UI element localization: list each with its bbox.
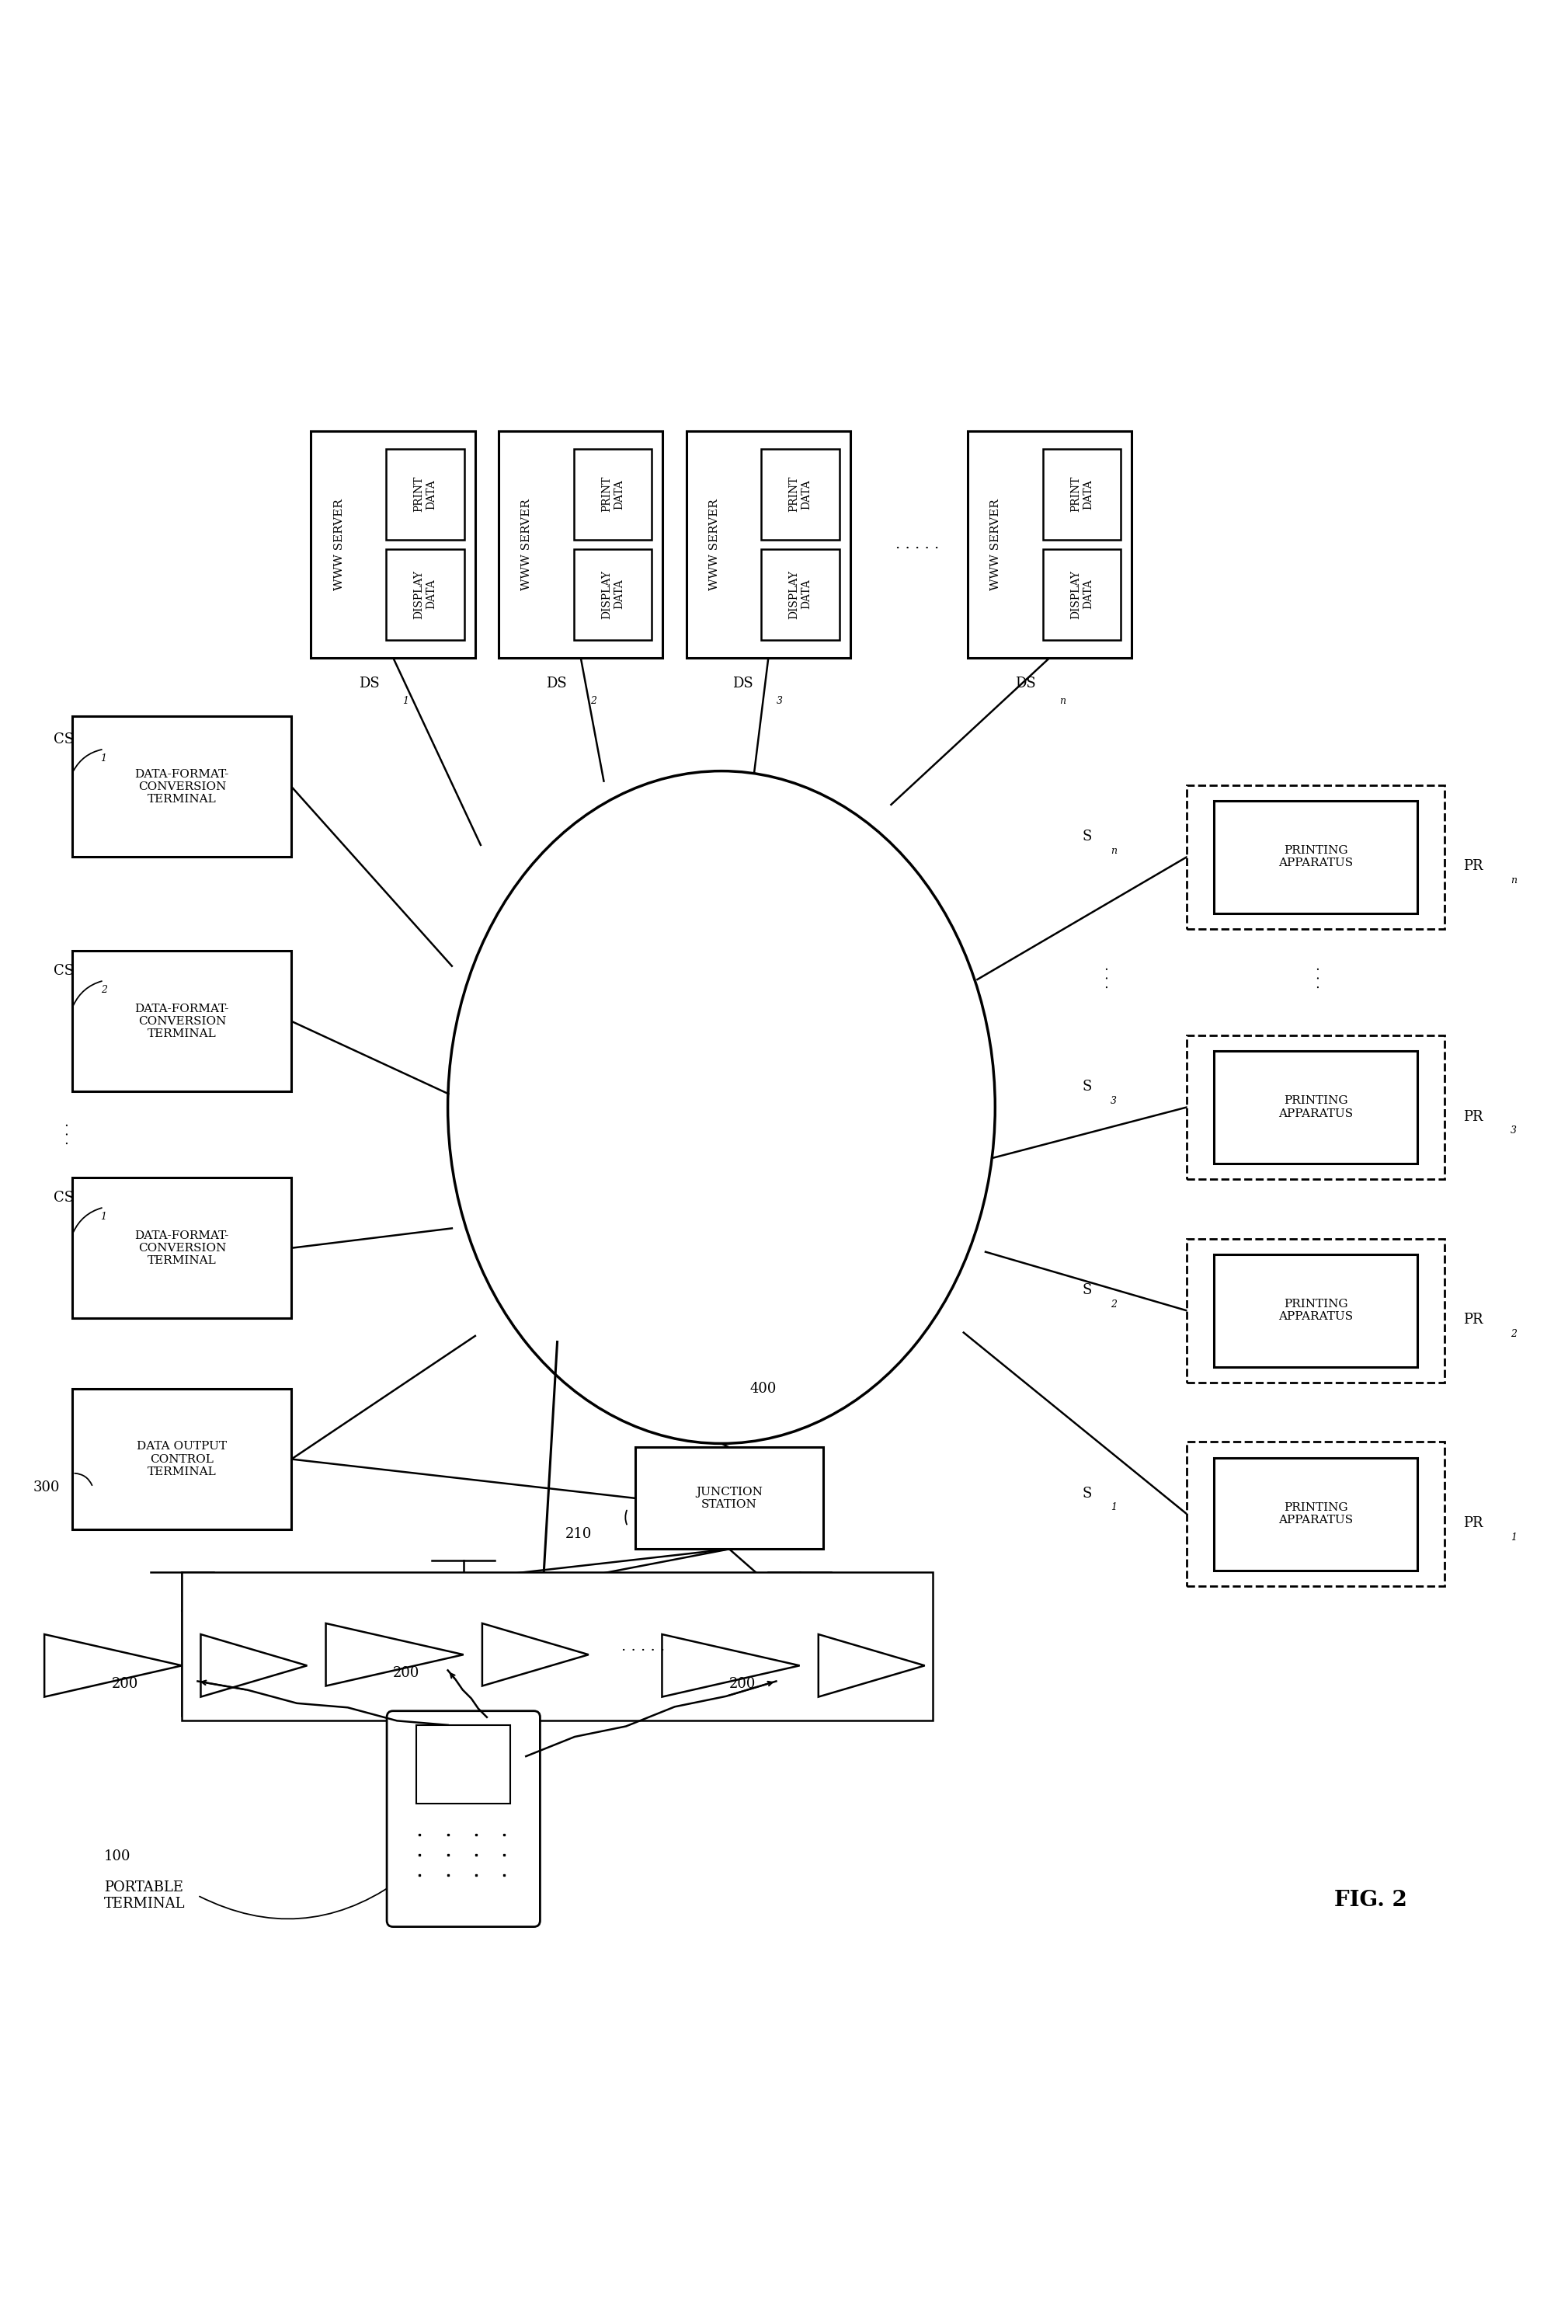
Bar	[72, 951, 292, 1092]
Text: PR: PR	[1463, 1109, 1483, 1122]
Text: WWW SERVER: WWW SERVER	[521, 497, 532, 590]
Text: S: S	[1082, 830, 1091, 844]
Text: WWW SERVER: WWW SERVER	[709, 497, 720, 590]
Text: PRINTING
APPARATUS: PRINTING APPARATUS	[1278, 1501, 1353, 1525]
Text: DS: DS	[1016, 676, 1036, 690]
Text: PRINTING
APPARATUS: PRINTING APPARATUS	[1278, 846, 1353, 869]
Text: 2: 2	[590, 695, 596, 706]
Text: PRINT
DATA: PRINT DATA	[414, 476, 437, 511]
Bar	[72, 1390, 292, 1529]
Bar	[1214, 802, 1417, 913]
Bar	[1214, 1050, 1417, 1164]
Bar	[417, 1724, 510, 1803]
Bar	[386, 449, 464, 539]
Bar	[1187, 1441, 1444, 1585]
Bar	[1043, 449, 1121, 539]
Text: CS: CS	[53, 964, 74, 978]
Bar	[182, 1571, 933, 1720]
Text: DISPLAY
DATA: DISPLAY DATA	[601, 569, 624, 618]
Text: S: S	[1082, 1283, 1091, 1297]
Text: 400: 400	[750, 1383, 776, 1397]
Text: . . . . .: . . . . .	[621, 1641, 665, 1655]
Bar	[635, 1448, 823, 1550]
Text: DS: DS	[546, 676, 568, 690]
Text: DISPLAY
DATA: DISPLAY DATA	[414, 569, 437, 618]
Bar	[1043, 548, 1121, 639]
Text: DISPLAY
DATA: DISPLAY DATA	[789, 569, 812, 618]
Text: 1: 1	[1110, 1504, 1116, 1513]
Text: WWW SERVER: WWW SERVER	[991, 497, 1002, 590]
Text: PRINTING
APPARATUS: PRINTING APPARATUS	[1278, 1299, 1353, 1322]
Text: DS: DS	[732, 676, 753, 690]
Text: S: S	[1082, 1081, 1091, 1095]
FancyBboxPatch shape	[387, 1710, 539, 1927]
Bar	[967, 430, 1132, 658]
Bar	[386, 548, 464, 639]
Text: PORTABLE
TERMINAL: PORTABLE TERMINAL	[103, 1880, 185, 1910]
Text: PR: PR	[1463, 1313, 1483, 1327]
Text: 3: 3	[1110, 1097, 1116, 1106]
Text: CS: CS	[53, 1190, 74, 1204]
Text: 200: 200	[111, 1678, 138, 1692]
Text: 1: 1	[1510, 1532, 1516, 1543]
Text: DATA-FORMAT-
CONVERSION
TERMINAL: DATA-FORMAT- CONVERSION TERMINAL	[135, 1229, 229, 1267]
Text: 200: 200	[729, 1678, 756, 1692]
Bar	[310, 430, 475, 658]
Text: PR: PR	[1463, 860, 1483, 874]
Bar	[72, 716, 292, 858]
Text: DATA-FORMAT-
CONVERSION
TERMINAL: DATA-FORMAT- CONVERSION TERMINAL	[135, 769, 229, 804]
Text: PRINT
DATA: PRINT DATA	[789, 476, 812, 511]
Text: n: n	[1510, 876, 1516, 885]
Bar	[574, 449, 652, 539]
Text: 210: 210	[564, 1527, 591, 1541]
Text: WWW SERVER: WWW SERVER	[334, 497, 345, 590]
Text: . . .: . . .	[1309, 967, 1323, 988]
Bar	[1187, 786, 1444, 930]
Text: S: S	[1082, 1487, 1091, 1501]
Text: . . .: . . .	[58, 1122, 72, 1146]
Bar	[1187, 1034, 1444, 1178]
Text: JUNCTION
STATION: JUNCTION STATION	[696, 1487, 762, 1511]
Text: 3: 3	[776, 695, 782, 706]
Bar	[687, 430, 850, 658]
Text: n: n	[1110, 846, 1116, 855]
Bar	[1214, 1255, 1417, 1367]
Text: 2: 2	[1110, 1299, 1116, 1308]
Text: DATA-FORMAT-
CONVERSION
TERMINAL: DATA-FORMAT- CONVERSION TERMINAL	[135, 1004, 229, 1039]
Bar	[1187, 1239, 1444, 1383]
Bar	[762, 449, 839, 539]
Text: 2: 2	[1510, 1329, 1516, 1339]
Text: 100: 100	[103, 1850, 130, 1864]
Bar	[72, 1178, 292, 1318]
Text: 1: 1	[100, 753, 107, 765]
Text: PRINT
DATA: PRINT DATA	[1069, 476, 1093, 511]
Text: PRINT
DATA: PRINT DATA	[601, 476, 624, 511]
Bar	[762, 548, 839, 639]
Bar	[574, 548, 652, 639]
Text: 200: 200	[394, 1666, 420, 1680]
Text: DATA OUTPUT
CONTROL
TERMINAL: DATA OUTPUT CONTROL TERMINAL	[136, 1441, 227, 1478]
Bar	[499, 430, 663, 658]
Text: 3: 3	[1510, 1125, 1516, 1136]
Text: 2: 2	[100, 985, 107, 995]
Bar	[1214, 1457, 1417, 1571]
Text: CS: CS	[53, 732, 74, 746]
Text: DISPLAY
DATA: DISPLAY DATA	[1069, 569, 1093, 618]
Text: n: n	[1060, 695, 1065, 706]
Text: 1: 1	[100, 1211, 107, 1222]
Text: DS: DS	[359, 676, 379, 690]
Text: . . .: . . .	[1098, 967, 1112, 988]
Text: . . . . .: . . . . .	[895, 537, 939, 551]
Text: 1: 1	[403, 695, 409, 706]
Text: 300: 300	[33, 1480, 60, 1494]
Text: PRINTING
APPARATUS: PRINTING APPARATUS	[1278, 1095, 1353, 1118]
Text: FIG. 2: FIG. 2	[1334, 1889, 1406, 1910]
Text: PR: PR	[1463, 1515, 1483, 1529]
